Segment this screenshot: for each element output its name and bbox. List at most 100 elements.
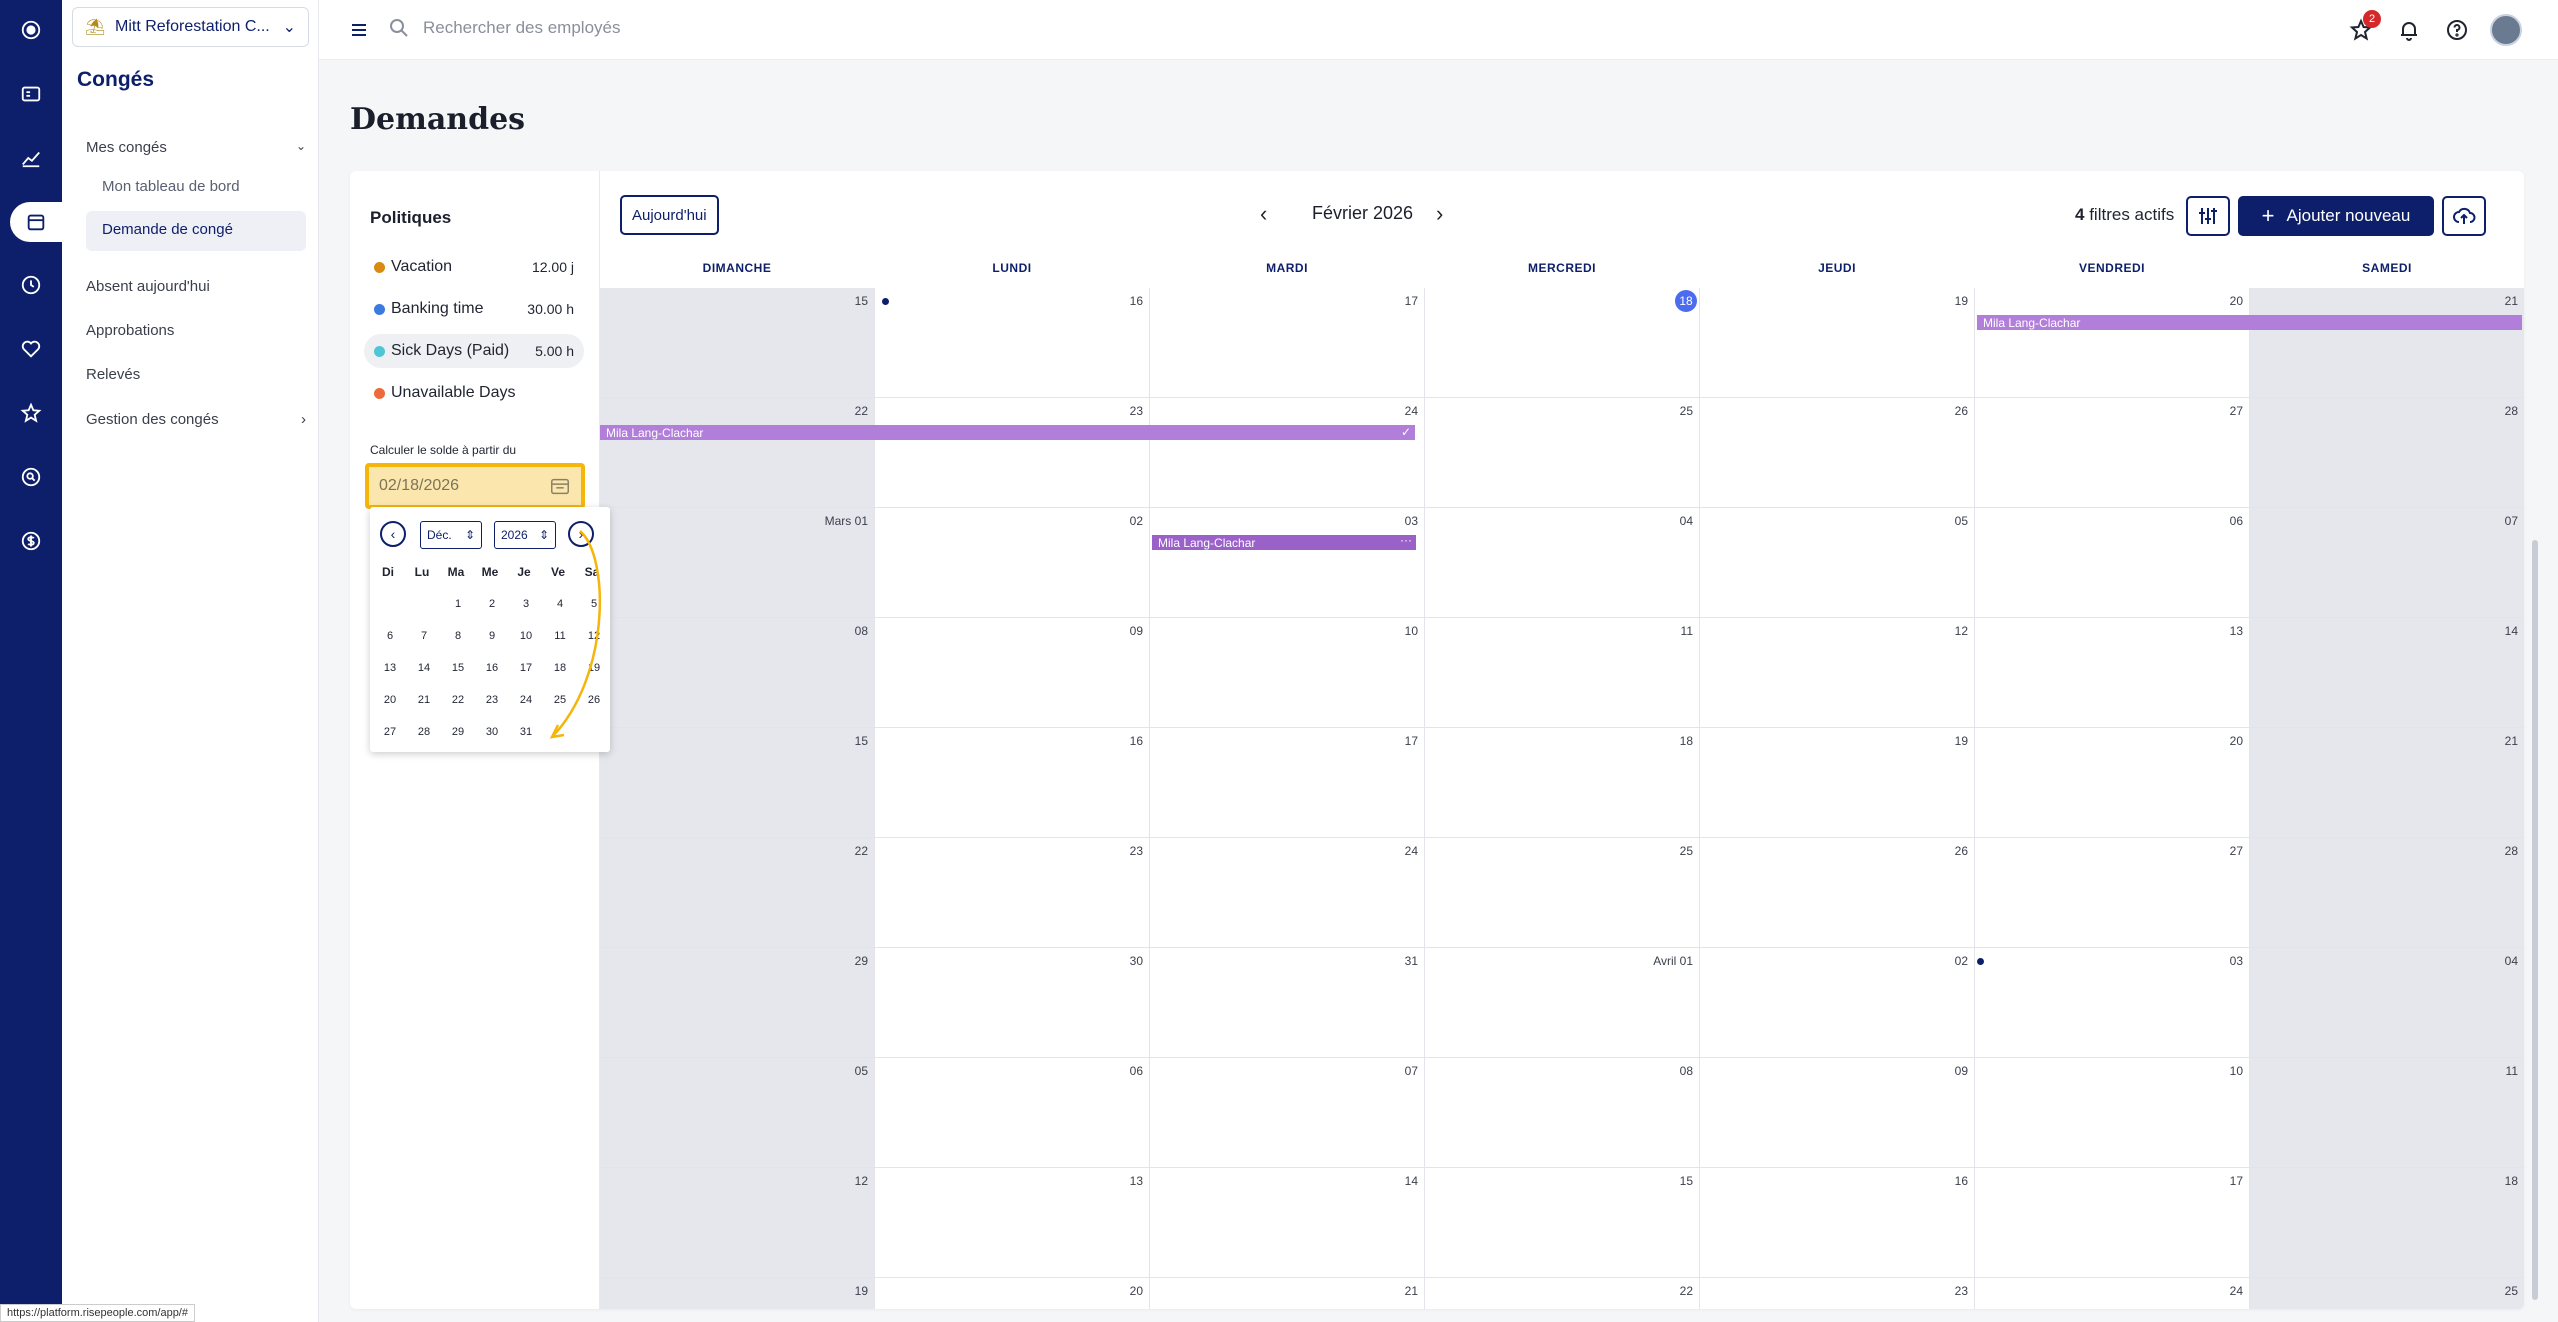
calendar-day-cell[interactable]: 22: [1425, 1278, 1700, 1309]
datepicker-day[interactable]: 22: [451, 694, 465, 706]
datepicker-day[interactable]: 25: [553, 694, 567, 706]
datepicker-day[interactable]: 26: [587, 694, 601, 706]
calendar-day-cell[interactable]: 17: [1150, 288, 1425, 398]
calendar-day-cell[interactable]: 25: [1425, 838, 1700, 948]
calendar-day-cell[interactable]: 09: [1700, 1058, 1975, 1168]
calendar-day-cell[interactable]: 08: [600, 618, 875, 728]
upload-button[interactable]: [2442, 196, 2486, 236]
calendar-day-cell[interactable]: 10: [1975, 1058, 2250, 1168]
sidebar-item-approbations[interactable]: Approbations: [86, 322, 175, 339]
calendar-day-cell[interactable]: 31: [1150, 948, 1425, 1058]
calendar-icon[interactable]: [10, 202, 62, 242]
calendar-day-cell[interactable]: 24: [1975, 1278, 2250, 1309]
datepicker-day[interactable]: 20: [383, 694, 397, 706]
policy-banking-time[interactable]: Banking time 30.00 h: [364, 292, 584, 326]
calendar-day-cell[interactable]: 16: [875, 288, 1150, 398]
calendar-day-cell[interactable]: 05: [600, 1058, 875, 1168]
calendar-day-cell[interactable]: 27: [1975, 838, 2250, 948]
year-select[interactable]: 2026 ⇕: [494, 521, 556, 549]
calendar-day-cell[interactable]: 26: [1700, 398, 1975, 508]
leave-event[interactable]: Mila Lang-Clachar ✓: [600, 425, 1415, 440]
datepicker-day[interactable]: 27: [383, 726, 397, 738]
dollar-icon[interactable]: [16, 526, 46, 556]
datepicker-day[interactable]: 13: [383, 662, 397, 674]
calendar-day-cell[interactable]: 18: [1425, 288, 1700, 398]
datepicker-day[interactable]: 23: [485, 694, 499, 706]
calendar-day-cell[interactable]: 03: [1150, 508, 1425, 618]
datepicker-day[interactable]: 28: [417, 726, 431, 738]
calendar-day-cell[interactable]: 10: [1150, 618, 1425, 728]
calendar-day-cell[interactable]: 03: [1975, 948, 2250, 1058]
datepicker-day[interactable]: 18: [553, 662, 567, 674]
datepicker-day[interactable]: 3: [522, 598, 530, 610]
calendar-day-cell[interactable]: 07: [2250, 508, 2524, 618]
calendar-day-cell[interactable]: 19: [1700, 728, 1975, 838]
next-month-icon[interactable]: ›: [1436, 201, 1444, 226]
calendar-day-cell[interactable]: 06: [1975, 508, 2250, 618]
calendar-day-cell[interactable]: 12: [600, 1168, 875, 1278]
employee-search[interactable]: Rechercher des employés: [389, 18, 620, 38]
menu-icon[interactable]: [349, 20, 369, 45]
calendar-day-cell[interactable]: 23: [1700, 1278, 1975, 1309]
datepicker-day[interactable]: 24: [519, 694, 533, 706]
calendar-day-cell[interactable]: 19: [600, 1278, 875, 1309]
calendar-day-cell[interactable]: 07: [1150, 1058, 1425, 1168]
employee-card-icon[interactable]: [16, 79, 46, 109]
calendar-day-cell[interactable]: 11: [1425, 618, 1700, 728]
calendar-day-cell[interactable]: 29: [600, 948, 875, 1058]
calendar-day-cell[interactable]: 09: [875, 618, 1150, 728]
calendar-day-cell[interactable]: 21: [1150, 1278, 1425, 1309]
calendar-day-cell[interactable]: 28: [2250, 398, 2524, 508]
datepicker-day[interactable]: 5: [590, 598, 598, 610]
avatar[interactable]: [2490, 14, 2522, 46]
heart-icon[interactable]: [16, 334, 46, 364]
sidebar-item-gestion-des-conges[interactable]: Gestion des congés ›: [86, 411, 306, 428]
star-icon[interactable]: [16, 398, 46, 428]
bell-icon[interactable]: [2395, 16, 2423, 44]
scrollbar[interactable]: [2532, 540, 2538, 1300]
datepicker-day[interactable]: 17: [519, 662, 533, 674]
datepicker-day[interactable]: 16: [485, 662, 499, 674]
sidebar-item-mes-conges[interactable]: Mes congés ⌄: [86, 139, 306, 156]
search-person-icon[interactable]: [16, 462, 46, 492]
calendar-day-cell[interactable]: 18: [2250, 1168, 2524, 1278]
calendar-day-cell[interactable]: 26: [1700, 838, 1975, 948]
calendar-day-cell[interactable]: 27: [1975, 398, 2250, 508]
prev-month-icon[interactable]: ‹: [1260, 201, 1268, 226]
search-input[interactable]: Rechercher des employés: [423, 18, 621, 37]
month-select[interactable]: Déc. ⇕: [420, 521, 482, 549]
calendar-day-cell[interactable]: 24: [1150, 398, 1425, 508]
clock-icon[interactable]: [16, 270, 46, 300]
calendar-day-cell[interactable]: 18: [1425, 728, 1700, 838]
calendar-day-cell[interactable]: 17: [1975, 1168, 2250, 1278]
more-icon[interactable]: ···: [1400, 533, 1412, 547]
analytics-icon[interactable]: [16, 143, 46, 173]
calendar-day-cell[interactable]: 02: [875, 508, 1150, 618]
calendar-day-cell[interactable]: 19: [1700, 288, 1975, 398]
datepicker-day[interactable]: 21: [417, 694, 431, 706]
calendar-day-cell[interactable]: 25: [1425, 398, 1700, 508]
calendar-day-cell[interactable]: 21: [2250, 288, 2524, 398]
sidebar-item-tableau-de-bord[interactable]: Mon tableau de bord: [102, 178, 240, 195]
datepicker-day[interactable]: 29: [451, 726, 465, 738]
filter-settings-button[interactable]: [2186, 196, 2230, 236]
datepicker-day[interactable]: 15: [451, 662, 465, 674]
policy-vacation[interactable]: Vacation 12.00 j: [364, 250, 584, 284]
calendar-day-cell[interactable]: 15: [600, 728, 875, 838]
calendar-day-cell[interactable]: 04: [2250, 948, 2524, 1058]
calendar-day-cell[interactable]: 22: [600, 838, 875, 948]
datepicker-day[interactable]: 14: [417, 662, 431, 674]
balance-date-input[interactable]: 02/18/2026: [365, 463, 585, 509]
calendar-day-cell[interactable]: 20: [875, 1278, 1150, 1309]
calendar-day-cell[interactable]: 16: [1700, 1168, 1975, 1278]
calendar-day-cell[interactable]: Avril 01: [1425, 948, 1700, 1058]
calendar-day-cell[interactable]: Mars 01: [600, 508, 875, 618]
calendar-day-cell[interactable]: 15: [1425, 1168, 1700, 1278]
datepicker-day[interactable]: 2: [488, 598, 496, 610]
calendar-day-cell[interactable]: 24: [1150, 838, 1425, 948]
calendar-day-cell[interactable]: 25: [2250, 1278, 2524, 1309]
sidebar-item-absent-aujourdhui[interactable]: Absent aujourd'hui: [86, 278, 210, 295]
favorites-star-icon[interactable]: 2: [2347, 10, 2381, 44]
calendar-day-cell[interactable]: 20: [1975, 288, 2250, 398]
add-new-button[interactable]: + Ajouter nouveau: [2238, 196, 2434, 236]
